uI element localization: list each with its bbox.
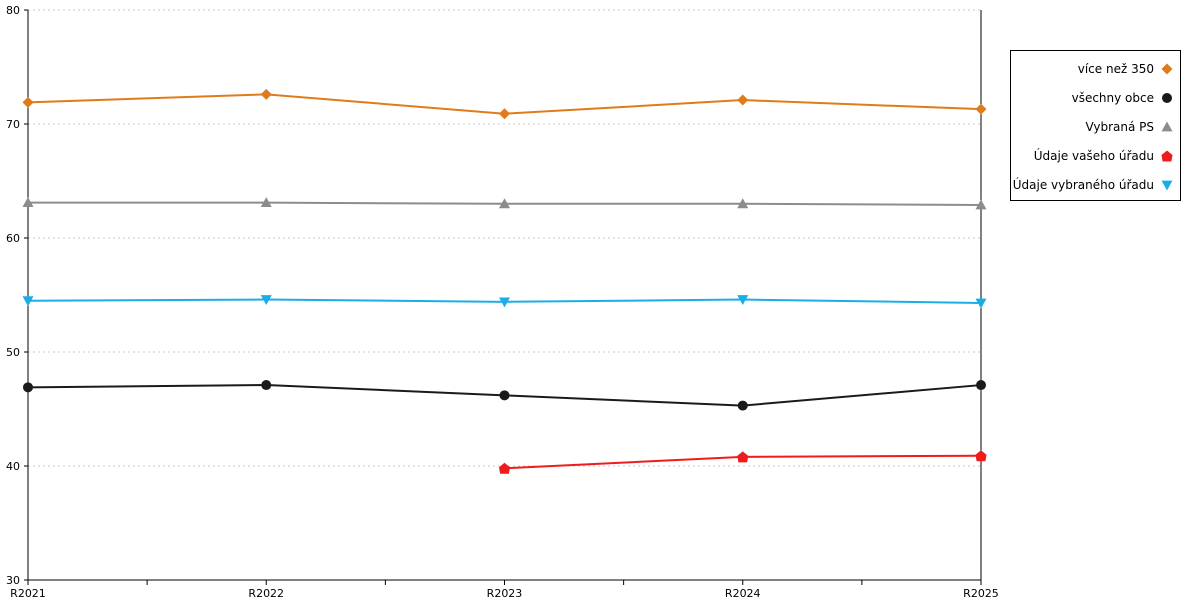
x-tick-label: R2022: [248, 587, 284, 600]
data-point: [22, 296, 34, 307]
y-tick-label: 30: [6, 574, 20, 587]
data-point: [499, 198, 510, 209]
data-point: [975, 103, 987, 115]
legend-item: Vybraná PS: [1085, 120, 1173, 134]
data-point: [737, 451, 749, 463]
data-point: [22, 197, 34, 208]
x-tick-label: R2025: [963, 587, 999, 600]
legend-label: Údaje vybraného úřadu: [1013, 177, 1154, 192]
legend-marker: [1161, 121, 1173, 132]
data-point: [260, 197, 272, 208]
y-tick-label: 40: [6, 460, 20, 473]
series-3: [499, 450, 987, 474]
data-series: [22, 88, 987, 474]
series-0: [22, 88, 987, 120]
series-1: [23, 380, 986, 411]
axes: 30 40 50 60 70 80 R2021 R2022 R2023 R2024 R2025: [6, 4, 999, 600]
legend-marker: [1162, 93, 1172, 103]
legend-marker: [1161, 63, 1173, 75]
series-2: [22, 197, 987, 210]
data-point: [976, 380, 986, 391]
legend-box: [1010, 50, 1181, 201]
data-point: [737, 400, 748, 411]
legend-label: všechny obce: [1072, 91, 1154, 105]
data-point: [499, 297, 510, 308]
x-tick-label: R2024: [725, 587, 761, 600]
y-tick-label: 80: [6, 4, 20, 17]
data-point: [737, 295, 749, 306]
data-point: [737, 94, 749, 106]
legend: více než 350 všechny obce Vybraná PS Údaje …: [1010, 50, 1181, 201]
legend-marker: [1161, 150, 1173, 162]
legend-item: Údaje vybraného úřadu: [1013, 177, 1173, 192]
data-point: [23, 382, 33, 393]
data-point: [260, 88, 272, 100]
data-point: [499, 108, 510, 120]
legend-item: Údaje vašeho úřadu: [1034, 148, 1173, 163]
legend-item: více než 350: [1078, 62, 1173, 76]
data-point: [975, 298, 987, 309]
legend-label: Údaje vašeho úřadu: [1034, 148, 1154, 163]
data-point: [260, 295, 272, 306]
data-point: [499, 462, 510, 474]
data-point: [737, 198, 749, 209]
legend-label: více než 350: [1078, 62, 1154, 76]
y-tick-label: 60: [6, 232, 20, 245]
legend-item: všechny obce: [1072, 91, 1172, 105]
series-4: [22, 295, 987, 309]
data-point: [261, 380, 272, 391]
data-point: [499, 390, 510, 401]
y-tick-label: 70: [6, 118, 20, 131]
data-point: [975, 450, 987, 462]
legend-marker: [1161, 180, 1173, 191]
x-tick-label: R2021: [10, 587, 46, 600]
data-point: [22, 96, 34, 108]
legend-label: Vybraná PS: [1085, 120, 1154, 134]
data-point: [975, 199, 987, 210]
y-tick-label: 50: [6, 346, 20, 359]
x-tick-label: R2023: [487, 587, 523, 600]
